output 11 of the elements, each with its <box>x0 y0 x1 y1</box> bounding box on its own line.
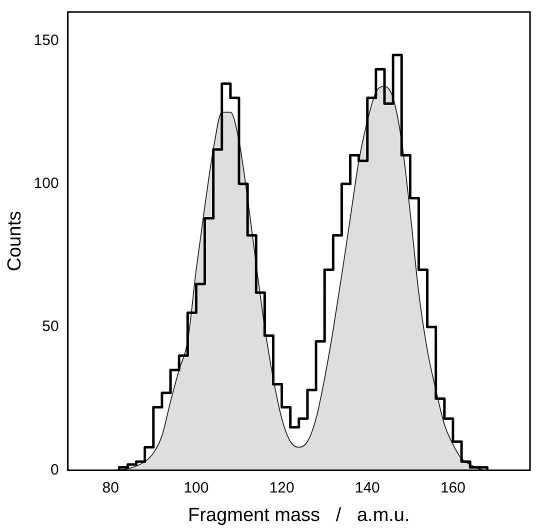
y-tick-label: 0 <box>50 461 59 478</box>
y-tick-label: 150 <box>34 32 59 49</box>
x-tick-label: 80 <box>102 479 119 496</box>
y-axis-title: Counts <box>4 211 26 272</box>
x-tick-label: 140 <box>354 479 380 496</box>
x-tick-label: 120 <box>269 479 294 496</box>
y-tick-label: 100 <box>34 174 59 192</box>
y-tick-label: 50 <box>42 318 59 336</box>
x-axis-title: Fragment mass / a.m.u. <box>188 504 410 526</box>
x-tick-label: 160 <box>440 479 466 496</box>
x-tick-label: 100 <box>184 479 209 496</box>
